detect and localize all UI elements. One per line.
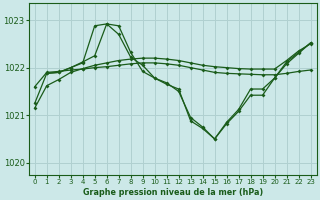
X-axis label: Graphe pression niveau de la mer (hPa): Graphe pression niveau de la mer (hPa)	[83, 188, 263, 197]
